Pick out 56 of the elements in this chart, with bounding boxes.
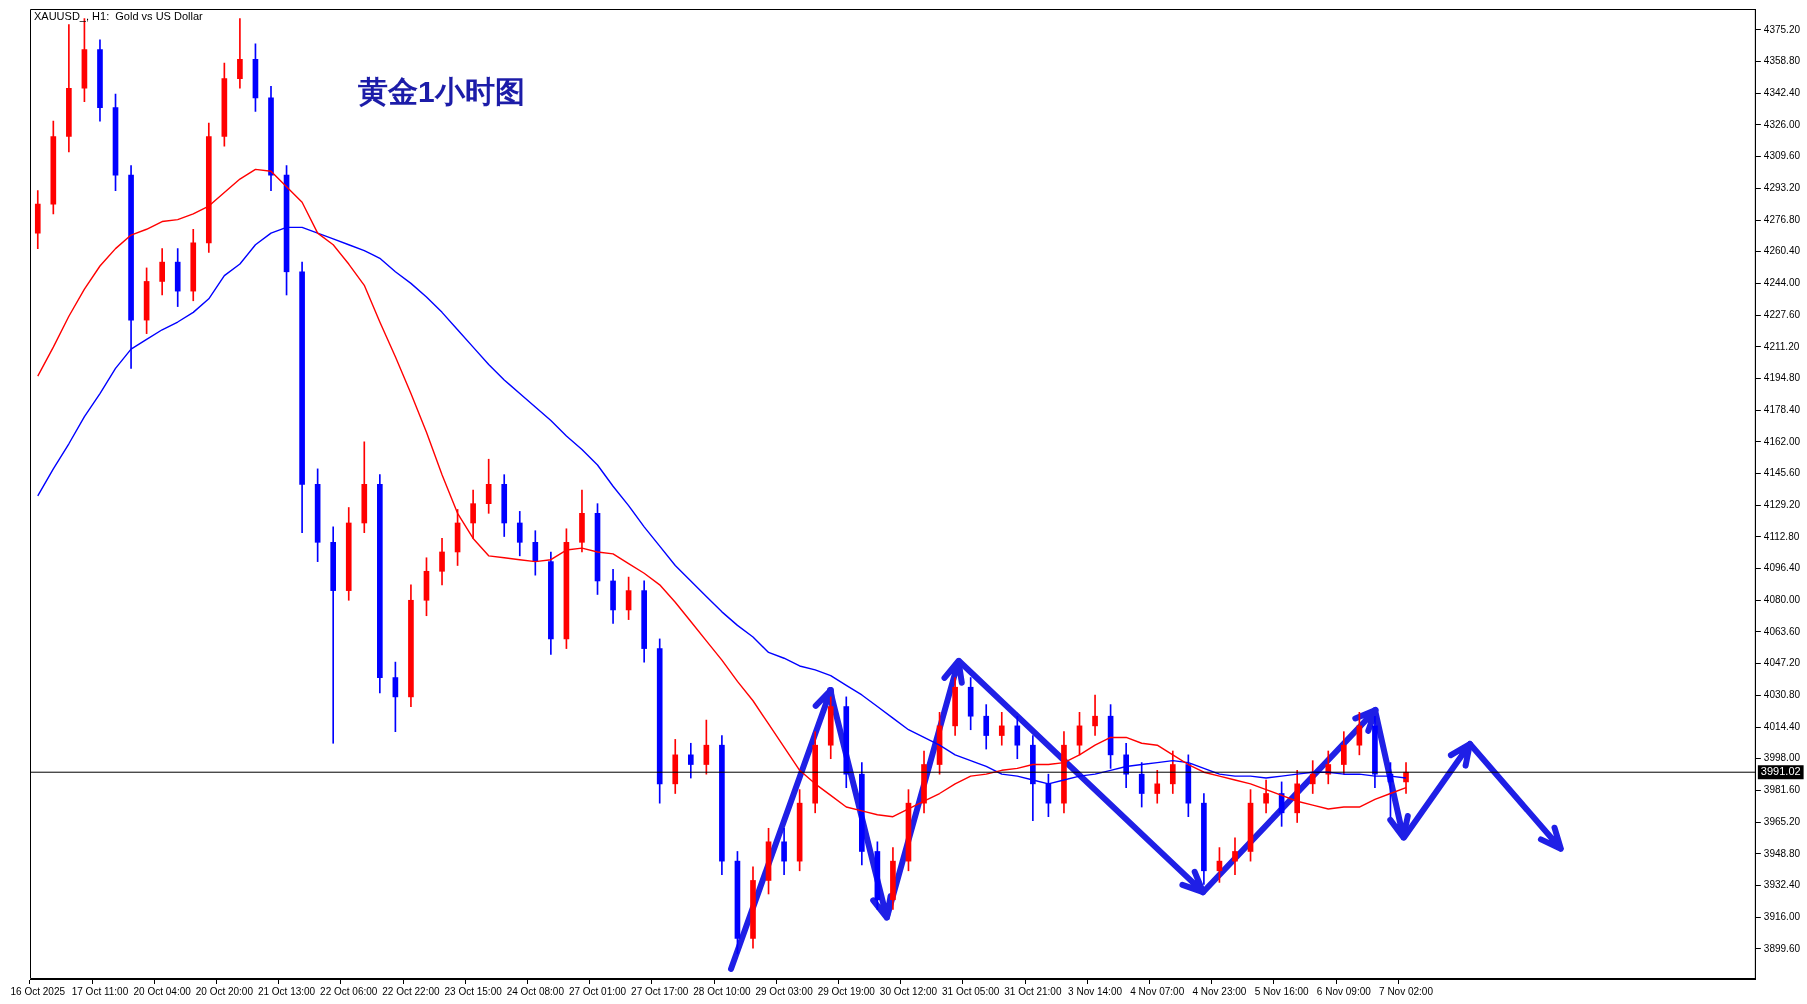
y-tick-label: 3899.60 xyxy=(1763,942,1801,954)
x-tick-label: 23 Oct 15:00 xyxy=(444,985,503,997)
y-tick-label: 4309.60 xyxy=(1763,150,1801,162)
x-tick-label: 31 Oct 05:00 xyxy=(942,985,1000,997)
y-tick-label: 4063.60 xyxy=(1763,625,1801,637)
x-tick-label: 3 Nov 14:00 xyxy=(1068,985,1123,997)
x-tick-label: 29 Oct 19:00 xyxy=(817,985,876,997)
x-tick-label: 6 Nov 09:00 xyxy=(1316,985,1372,997)
x-tick-label: 5 Nov 16:00 xyxy=(1254,985,1310,997)
ref-line-label: 3991.02 xyxy=(1760,765,1801,778)
x-tick-label: 7 Nov 02:00 xyxy=(1379,985,1434,997)
y-tick-label: 3948.80 xyxy=(1763,847,1801,859)
y-tick-label: 4244.00 xyxy=(1763,277,1801,289)
y-tick-label: 4096.40 xyxy=(1763,562,1801,574)
x-tick-label: 17 Oct 11:00 xyxy=(71,985,129,997)
x-tick-label: 24 Oct 08:00 xyxy=(506,985,565,997)
y-tick-label: 3981.60 xyxy=(1763,784,1801,796)
x-tick-label: 4 Nov 07:00 xyxy=(1130,985,1185,997)
y-tick-label: 3998.00 xyxy=(1763,752,1801,764)
x-tick-label: 21 Oct 13:00 xyxy=(257,985,316,997)
x-tick-label: 22 Oct 06:00 xyxy=(320,985,378,997)
y-tick-label: 4162.00 xyxy=(1763,435,1801,447)
y-tick-label: 3932.40 xyxy=(1763,879,1801,891)
y-tick-label: 4375.20 xyxy=(1763,23,1801,35)
y-tick-label: 4194.80 xyxy=(1763,372,1801,384)
x-tick-label: 16 Oct 2025 xyxy=(10,985,66,997)
y-tick-label: 4047.20 xyxy=(1763,657,1801,669)
y-tick-label: 4178.40 xyxy=(1763,403,1801,415)
y-tick-label: 4358.80 xyxy=(1763,55,1801,67)
y-tick-label: 4276.80 xyxy=(1763,213,1801,225)
x-tick-label: 20 Oct 20:00 xyxy=(195,985,254,997)
y-tick-label: 4129.20 xyxy=(1763,498,1801,510)
y-tick-label: 4211.20 xyxy=(1763,340,1800,352)
y-tick-label: 4145.60 xyxy=(1763,467,1801,479)
y-tick-label: 4326.00 xyxy=(1763,118,1801,130)
y-tick-label: 4030.80 xyxy=(1763,689,1801,701)
x-tick-label: 22 Oct 22:00 xyxy=(382,985,440,997)
x-tick-label: 20 Oct 04:00 xyxy=(133,985,192,997)
y-tick-label: 4014.40 xyxy=(1763,720,1801,732)
y-tick-label: 4260.40 xyxy=(1763,245,1801,257)
x-tick-label: 27 Oct 17:00 xyxy=(631,985,689,997)
chart-subtitle: XAUUSD_, H1: Gold vs US Dollar xyxy=(34,9,204,22)
x-tick-label: 27 Oct 01:00 xyxy=(568,985,627,997)
y-tick-label: 3916.00 xyxy=(1763,910,1801,922)
x-tick-label: 30 Oct 12:00 xyxy=(879,985,938,997)
x-tick-label: 29 Oct 03:00 xyxy=(755,985,814,997)
x-tick-label: 4 Nov 23:00 xyxy=(1192,985,1247,997)
x-tick-label: 28 Oct 10:00 xyxy=(693,985,751,997)
y-tick-label: 4293.20 xyxy=(1763,182,1801,194)
y-tick-label: 4227.60 xyxy=(1763,308,1801,320)
y-tick-label: 4080.00 xyxy=(1763,594,1801,606)
y-tick-label: 4342.40 xyxy=(1763,87,1801,98)
y-tick-label: 3965.20 xyxy=(1763,815,1801,827)
x-tick-label: 31 Oct 21:00 xyxy=(1004,985,1062,997)
text: 黄金1小时图 xyxy=(357,75,525,109)
y-tick-label: 4112.80 xyxy=(1763,530,1800,542)
